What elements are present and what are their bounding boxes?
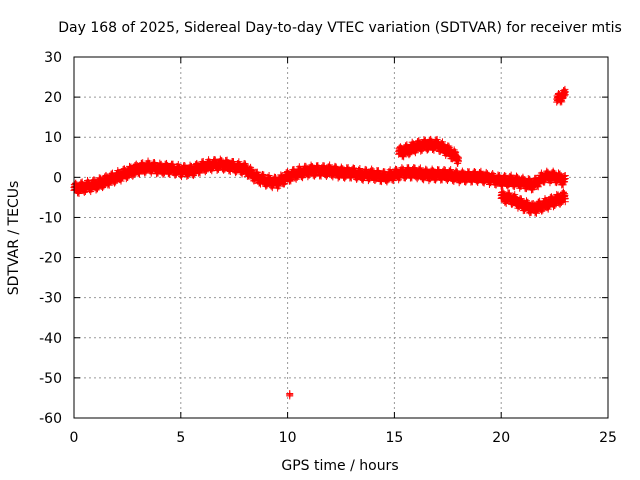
y-tick-label: -30 — [39, 291, 62, 307]
y-tick-label: -10 — [39, 210, 62, 226]
y-axis-label: SDTVAR / TECUs — [6, 181, 22, 296]
y-tick-label: -40 — [39, 331, 62, 347]
grid-lines — [74, 57, 608, 418]
x-tick-label: 5 — [176, 430, 185, 446]
data-points — [70, 85, 569, 400]
x-tick-label: 0 — [70, 430, 79, 446]
x-tick-label: 20 — [492, 430, 510, 446]
y-tick-label: -60 — [39, 411, 62, 427]
y-tick-label: 0 — [53, 170, 62, 186]
chart-title: Day 168 of 2025, Sidereal Day-to-day VTE… — [58, 20, 622, 36]
y-tick-label: 30 — [44, 50, 62, 66]
y-tick-label: 10 — [44, 130, 62, 146]
y-tick-label: 20 — [44, 90, 62, 106]
x-axis-label: GPS time / hours — [281, 458, 398, 474]
x-tick-label: 15 — [385, 430, 403, 446]
x-tick-label: 25 — [599, 430, 617, 446]
y-tick-label: -20 — [39, 251, 62, 267]
y-tick-label: -50 — [39, 371, 62, 387]
x-tick-label: 10 — [279, 430, 297, 446]
